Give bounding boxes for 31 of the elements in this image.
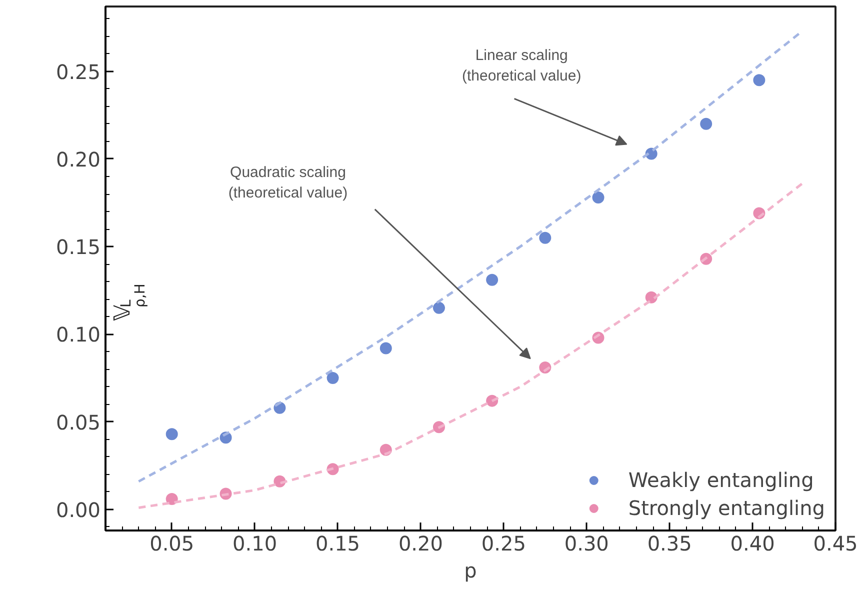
annotation: Quadratic scaling (theoretical value) — [228, 164, 348, 202]
point — [326, 372, 339, 384]
y-tick-label: 0.05 — [56, 410, 100, 434]
point — [380, 342, 392, 354]
y-axis-title: 𝕍Lρ,H — [110, 284, 148, 321]
legend-label: Weakly entangling — [628, 468, 814, 492]
x-tick-label: 0.40 — [730, 532, 775, 556]
y-tick-label: 0.10 — [56, 322, 100, 347]
x-tick-label: 0.35 — [647, 532, 692, 556]
point — [166, 492, 178, 505]
x-axis-title: p — [464, 558, 477, 582]
point — [753, 74, 766, 86]
x-tick-label: 0.25 — [481, 532, 526, 556]
y-tick-label: 0.15 — [56, 235, 100, 260]
annotation: Linear scaling (theoretical value) — [462, 47, 582, 84]
y-tick-label: 0.25 — [56, 60, 100, 84]
x-tick-label: 0.45 — [813, 532, 858, 556]
x-tick-label: 0.20 — [398, 532, 443, 556]
x-tick-label: 0.05 — [150, 532, 194, 556]
point — [592, 192, 604, 204]
x-tick-label: 0.10 — [232, 532, 278, 556]
point — [700, 118, 712, 130]
point — [539, 232, 552, 244]
x-tick-label: 0.15 — [316, 532, 360, 556]
point — [486, 274, 498, 286]
legend-label: Strongly entangling — [628, 496, 825, 520]
y-tick-label: 0.00 — [56, 498, 100, 522]
y-tick-label: 0.20 — [56, 147, 100, 172]
x-tick-label: 0.30 — [564, 532, 609, 556]
point — [166, 428, 178, 440]
point — [432, 302, 445, 314]
